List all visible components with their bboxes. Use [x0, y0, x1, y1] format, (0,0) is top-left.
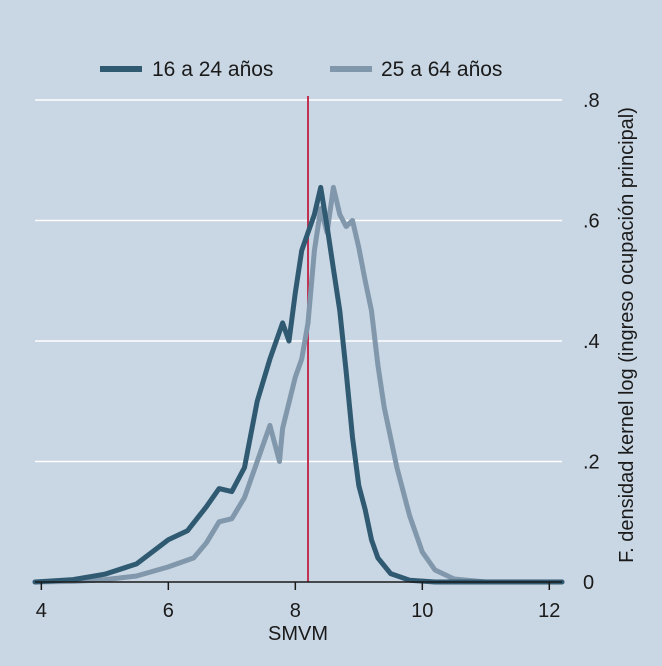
- y-tick-label-2: .4: [583, 331, 600, 353]
- x-tick-label-0: 4: [36, 600, 47, 622]
- legend-label-0: 16 a 24 años: [152, 58, 273, 81]
- x-ticks: 4 6 8 10 12: [36, 582, 560, 622]
- y-tick-label-0: 0: [583, 572, 594, 594]
- y-axis-title: F. densidad kernel log (ingreso ocupació…: [616, 107, 638, 563]
- y-tick-label-3: .6: [583, 211, 600, 233]
- x-tick-label-1: 6: [163, 600, 174, 622]
- legend-label-1: 25 a 64 años: [381, 58, 502, 81]
- series-line-1: [32, 184, 565, 585]
- legend: 16 a 24 años 25 a 64 años: [100, 58, 502, 81]
- x-tick-label-4: 12: [538, 600, 560, 622]
- x-tick-label-2: 8: [290, 600, 301, 622]
- grid-lines: [35, 99, 562, 463]
- y-tick-label-4: .8: [583, 90, 600, 112]
- series-lines: [32, 184, 565, 585]
- series-line-0: [32, 184, 565, 585]
- x-tick-label-3: 10: [411, 600, 433, 622]
- y-tick-label-1: .2: [583, 452, 600, 474]
- y-ticks: 0 .2 .4 .6 .8: [583, 90, 600, 594]
- x-axis-title: SMVM: [268, 623, 328, 645]
